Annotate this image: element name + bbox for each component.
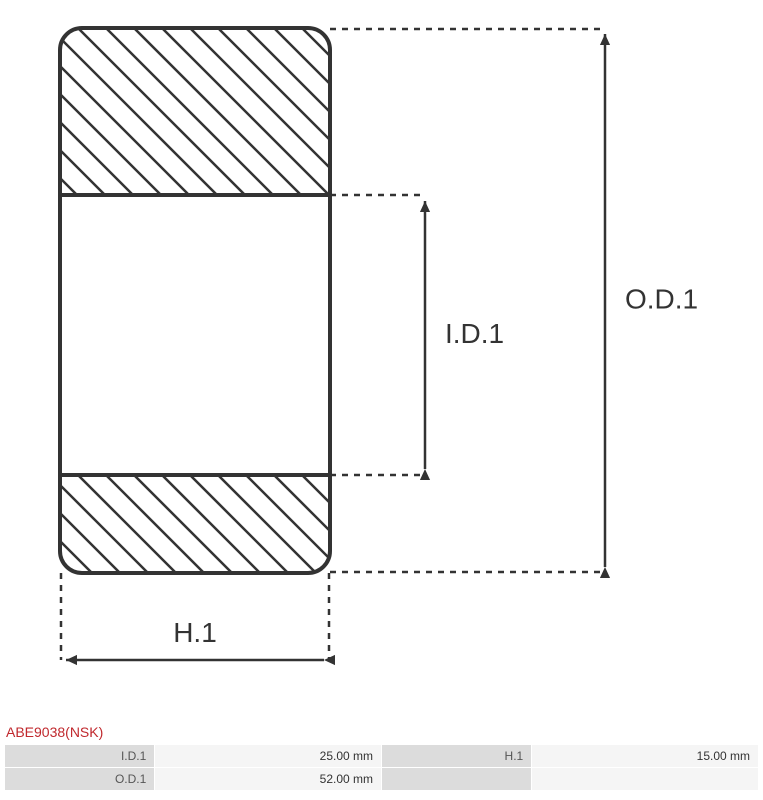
spec-value — [532, 768, 758, 790]
label-id1: I.D.1 — [445, 318, 504, 349]
spec-value: 25.00 mm — [155, 745, 381, 767]
part-title: ABE9038(NSK) — [6, 724, 103, 740]
table-row: I.D.1 25.00 mm H.1 15.00 mm — [5, 745, 758, 767]
label-od1: O.D.1 — [625, 284, 698, 315]
spec-label: H.1 — [382, 745, 531, 767]
table-row: O.D.1 52.00 mm — [5, 768, 758, 790]
label-h1: H.1 — [173, 617, 217, 648]
spec-label — [382, 768, 531, 790]
spec-table: I.D.1 25.00 mm H.1 15.00 mm O.D.1 52.00 … — [4, 744, 759, 791]
spec-label: I.D.1 — [5, 745, 154, 767]
diagram-area: I.D.1 O.D.1 H.1 — [0, 0, 763, 720]
spec-value: 15.00 mm — [532, 745, 758, 767]
spec-value: 52.00 mm — [155, 768, 381, 790]
spec-label: O.D.1 — [5, 768, 154, 790]
